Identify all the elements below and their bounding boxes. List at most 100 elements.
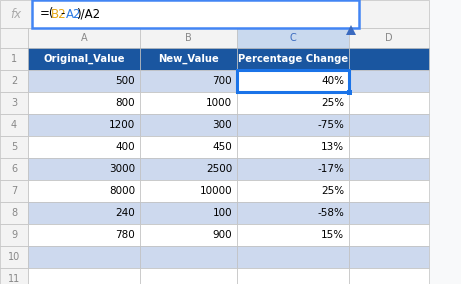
Bar	[0, 136, 28, 158]
Text: B: B	[185, 33, 192, 43]
Bar	[349, 136, 429, 158]
Text: 10000: 10000	[199, 186, 232, 196]
Bar	[28, 70, 140, 92]
Text: D: D	[385, 33, 393, 43]
Bar	[0, 0, 32, 28]
Bar	[237, 202, 349, 224]
Bar	[349, 246, 429, 268]
Text: 2500: 2500	[206, 164, 232, 174]
Bar	[349, 92, 429, 114]
Bar	[28, 224, 140, 246]
Bar	[0, 224, 28, 246]
Bar	[140, 48, 237, 70]
Bar	[28, 202, 140, 224]
Text: Original_Value: Original_Value	[43, 54, 125, 64]
Text: 240: 240	[115, 208, 135, 218]
Bar	[0, 246, 28, 268]
Text: 4: 4	[11, 120, 17, 130]
Bar	[237, 268, 349, 284]
Text: 25%: 25%	[321, 98, 344, 108]
Text: -75%: -75%	[317, 120, 344, 130]
Text: 800: 800	[115, 98, 135, 108]
Bar	[0, 114, 28, 136]
Text: 500: 500	[115, 76, 135, 86]
Bar	[28, 114, 140, 136]
Bar	[28, 180, 140, 202]
Bar	[349, 202, 429, 224]
Bar	[237, 224, 349, 246]
Bar	[359, 0, 429, 28]
Bar	[28, 158, 140, 180]
Bar	[349, 48, 429, 70]
Bar	[0, 158, 28, 180]
Bar	[140, 28, 237, 48]
Bar	[237, 70, 349, 92]
Bar	[237, 180, 349, 202]
Bar	[140, 224, 237, 246]
Text: -58%: -58%	[317, 208, 344, 218]
Text: 1200: 1200	[109, 120, 135, 130]
Text: -17%: -17%	[317, 164, 344, 174]
Bar	[237, 114, 349, 136]
Bar	[0, 268, 28, 284]
Polygon shape	[346, 25, 356, 35]
Bar	[28, 136, 140, 158]
Bar	[32, 0, 359, 28]
Text: 300: 300	[213, 120, 232, 130]
Text: A2: A2	[66, 7, 82, 20]
Text: 5: 5	[11, 142, 17, 152]
Text: 1: 1	[11, 54, 17, 64]
Text: 700: 700	[213, 76, 232, 86]
Bar	[140, 158, 237, 180]
Text: 40%: 40%	[321, 76, 344, 86]
Bar	[140, 136, 237, 158]
Bar	[140, 114, 237, 136]
Text: 8: 8	[11, 208, 17, 218]
Text: 10: 10	[8, 252, 20, 262]
Bar	[0, 202, 28, 224]
Bar	[349, 224, 429, 246]
Text: 1000: 1000	[206, 98, 232, 108]
Text: B2: B2	[50, 7, 66, 20]
Bar	[349, 70, 429, 92]
Bar	[140, 180, 237, 202]
Text: 100: 100	[213, 208, 232, 218]
Text: 8000: 8000	[109, 186, 135, 196]
Bar	[349, 114, 429, 136]
Bar	[349, 28, 429, 48]
Text: 450: 450	[212, 142, 232, 152]
Bar	[0, 70, 28, 92]
Text: 400: 400	[115, 142, 135, 152]
Text: New_Value: New_Value	[158, 54, 219, 64]
Text: fx: fx	[11, 7, 22, 20]
Bar	[0, 180, 28, 202]
Text: A: A	[81, 33, 87, 43]
Text: 11: 11	[8, 274, 20, 284]
Bar	[237, 246, 349, 268]
Text: )/A2: )/A2	[77, 7, 100, 20]
Bar	[237, 70, 349, 92]
Text: 2: 2	[11, 76, 17, 86]
Bar	[28, 246, 140, 268]
Text: 6: 6	[11, 164, 17, 174]
Bar	[0, 28, 28, 48]
Text: =(: =(	[40, 7, 54, 20]
Text: 25%: 25%	[321, 186, 344, 196]
Bar	[237, 28, 349, 48]
Text: Percentage Change: Percentage Change	[238, 54, 348, 64]
Text: C: C	[290, 33, 296, 43]
Bar	[28, 48, 140, 70]
Bar	[349, 268, 429, 284]
Text: 13%: 13%	[321, 142, 344, 152]
Text: 3000: 3000	[109, 164, 135, 174]
Bar	[237, 158, 349, 180]
Text: 780: 780	[115, 230, 135, 240]
Text: -: -	[61, 7, 65, 20]
Bar	[0, 48, 28, 70]
Bar	[349, 30, 353, 35]
Text: 15%: 15%	[321, 230, 344, 240]
Bar	[237, 136, 349, 158]
Bar	[140, 268, 237, 284]
Bar	[140, 70, 237, 92]
Bar	[28, 28, 140, 48]
